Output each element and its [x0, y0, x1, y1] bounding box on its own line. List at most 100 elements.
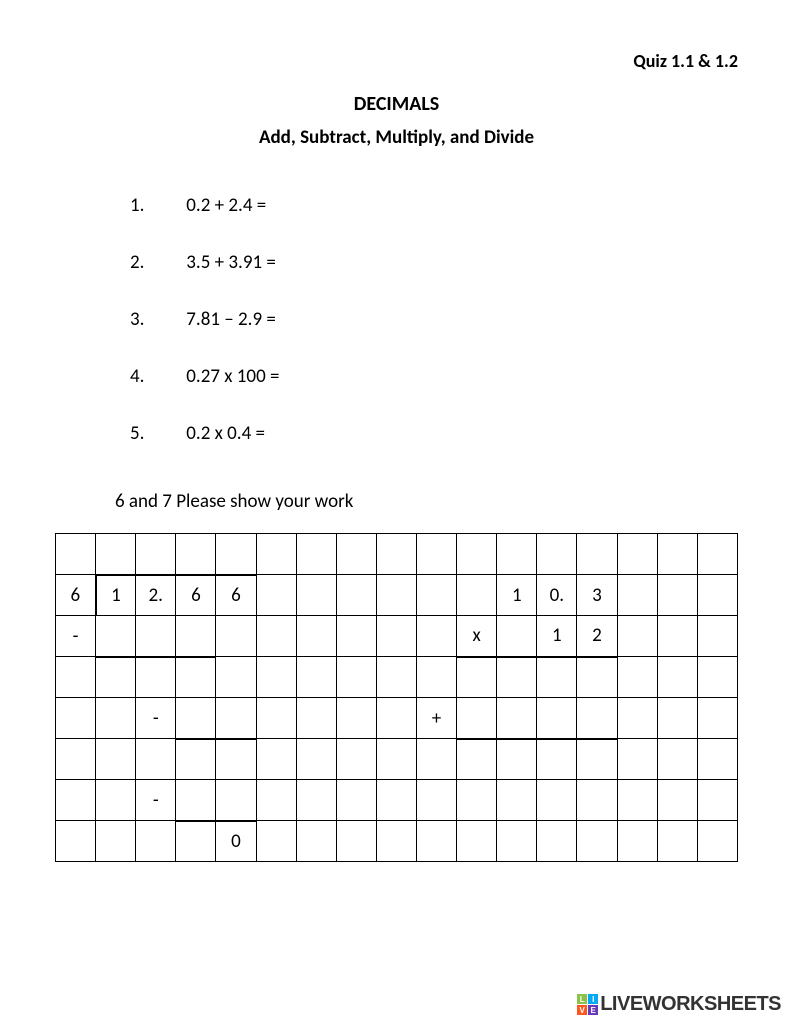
grid-cell [577, 698, 617, 739]
grid-cell [416, 575, 456, 616]
grid-cell [617, 534, 657, 575]
grid-cell [497, 739, 537, 780]
grid-cell [457, 780, 497, 821]
grid-cell: 6 [216, 575, 256, 616]
grid-cell [497, 534, 537, 575]
grid-cell [376, 534, 416, 575]
grid-cell [216, 739, 256, 780]
grid-cell [336, 657, 376, 698]
grid-cell [336, 780, 376, 821]
grid-cell [577, 780, 617, 821]
grid-cell [657, 534, 697, 575]
problem-number: 2. [130, 251, 182, 274]
worksheet-page: Quiz 1.1 & 1.2 DECIMALS Add, Subtract, M… [0, 0, 793, 862]
grid-cell [657, 821, 697, 862]
grid-cell [336, 698, 376, 739]
grid-cell [176, 739, 216, 780]
grid-cell [657, 739, 697, 780]
work-instruction: 6 and 7 Please show your work [55, 490, 738, 513]
grid-cell [96, 821, 136, 862]
grid-cell [537, 739, 577, 780]
footer-brand-text: LIVEWORKSHEETS [600, 993, 781, 1016]
badge-tile: L [577, 994, 587, 1004]
grid-cell: 6 [176, 575, 216, 616]
grid-cell [216, 534, 256, 575]
grid-cell [56, 534, 96, 575]
grid-cell [457, 698, 497, 739]
grid-cell [457, 657, 497, 698]
grid-cell [136, 534, 176, 575]
grid-cell [176, 698, 216, 739]
quiz-label: Quiz 1.1 & 1.2 [55, 50, 738, 72]
grid-cell [537, 698, 577, 739]
grid-cell [176, 780, 216, 821]
grid-cell [296, 534, 336, 575]
grid-cell [697, 575, 737, 616]
grid-cell [617, 575, 657, 616]
problem-number: 1. [130, 194, 182, 217]
grid-cell: 1 [96, 575, 136, 616]
grid-cell [457, 739, 497, 780]
grid-cell [657, 698, 697, 739]
grid-cell: 0. [537, 575, 577, 616]
grid-cell [697, 780, 737, 821]
grid-cell [336, 616, 376, 657]
page-title: DECIMALS [55, 92, 738, 116]
grid-cell [256, 616, 296, 657]
grid-cell [617, 616, 657, 657]
grid-cell [96, 657, 136, 698]
grid-cell [256, 821, 296, 862]
grid-cell [577, 739, 617, 780]
grid-cell [497, 698, 537, 739]
grid-cell [336, 575, 376, 616]
problem-row: 3. 7.81 – 2.9 = [130, 308, 738, 331]
grid-cell [577, 821, 617, 862]
grid-cell [296, 575, 336, 616]
grid-cell [216, 616, 256, 657]
grid-cell [457, 821, 497, 862]
grid-cell [376, 616, 416, 657]
work-grid-container: 612.6610.3-x12-+-0 [55, 533, 738, 862]
grid-cell [537, 657, 577, 698]
grid-cell [56, 657, 96, 698]
grid-cell [176, 616, 216, 657]
grid-cell [537, 534, 577, 575]
grid-cell [56, 739, 96, 780]
grid-cell: 0 [216, 821, 256, 862]
grid-cell [296, 657, 336, 698]
grid-cell [296, 780, 336, 821]
problem-number: 3. [130, 308, 182, 331]
grid-cell [497, 657, 537, 698]
grid-cell [56, 698, 96, 739]
grid-cell [376, 657, 416, 698]
grid-cell [416, 657, 456, 698]
grid-cell [697, 657, 737, 698]
grid-cell [697, 698, 737, 739]
grid-cell [216, 780, 256, 821]
grid-cell [56, 780, 96, 821]
grid-cell: 2. [136, 575, 176, 616]
grid-cell: - [56, 616, 96, 657]
grid-cell: 6 [56, 575, 96, 616]
grid-cell [537, 780, 577, 821]
grid-cell [296, 821, 336, 862]
liveworksheets-badge-icon: LIVE [577, 994, 598, 1015]
grid-cell [256, 575, 296, 616]
grid-cell [617, 657, 657, 698]
grid-cell [256, 780, 296, 821]
grid-cell [497, 780, 537, 821]
grid-cell: 1 [497, 575, 537, 616]
grid-cell [376, 698, 416, 739]
grid-cell [96, 739, 136, 780]
grid-cell [376, 780, 416, 821]
grid-cell [256, 698, 296, 739]
grid-cell: 3 [577, 575, 617, 616]
grid-cell [176, 821, 216, 862]
problem-row: 4. 0.27 x 100 = [130, 365, 738, 388]
grid-cell [216, 698, 256, 739]
page-subtitle: Add, Subtract, Multiply, and Divide [55, 126, 738, 149]
grid-cell [416, 780, 456, 821]
grid-cell: + [416, 698, 456, 739]
footer-logo: LIVE LIVEWORKSHEETS [577, 993, 781, 1016]
grid-cell [96, 698, 136, 739]
